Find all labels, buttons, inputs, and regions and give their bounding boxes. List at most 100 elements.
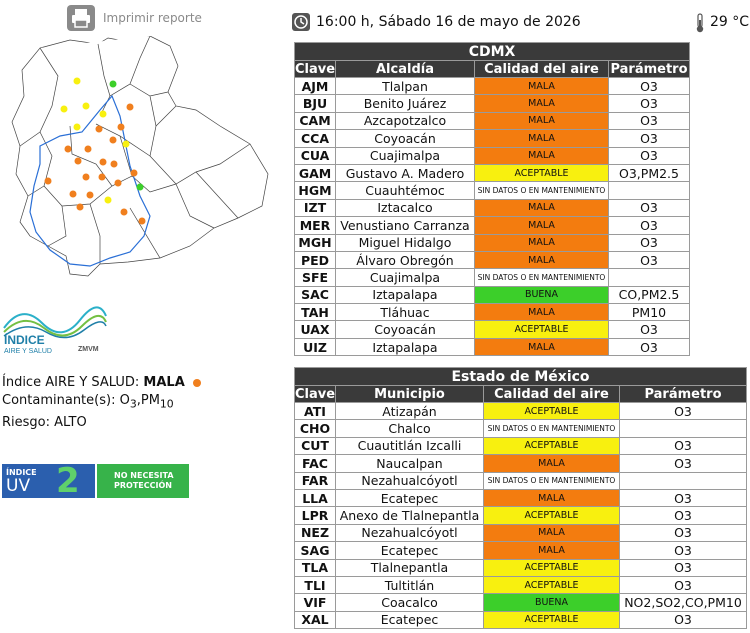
parameter-cell: O3: [608, 337, 690, 357]
logo-line2: AIRE Y SALUD: [4, 348, 52, 355]
table-row: VIF Coacalco BUENA NO2,SO2,CO,PM10: [294, 593, 747, 612]
air-quality-cell: ACEPTABLE: [483, 506, 620, 525]
air-quality-cell: ACEPTABLE: [483, 401, 620, 421]
air-quality-cell: MALA: [483, 488, 620, 508]
air-quality-cell: ACEPTABLE: [483, 575, 620, 595]
parameter-cell: O3: [619, 558, 747, 577]
table-row: UAX Coyoacán ACEPTABLE O3: [294, 320, 690, 339]
cdmx-header-alcaldia: Alcaldía: [335, 60, 475, 78]
station-code: IZT: [294, 198, 336, 218]
table-row: NEZ Nezahualcóyotl MALA O3: [294, 523, 747, 543]
station-code: TLA: [294, 558, 336, 577]
station-code: FAC: [294, 454, 336, 473]
uv-label1: ÍNDICE: [6, 468, 37, 477]
uv-rec-line1: NO NECESITA: [114, 471, 174, 480]
table-row: AJM Tlalpan MALA O3: [294, 76, 690, 96]
station-location: Benito Juárez: [335, 94, 475, 113]
contaminante-o: O: [119, 393, 130, 408]
air-quality-cell: MALA: [474, 337, 609, 357]
table-row: XAL Ecatepec ACEPTABLE O3: [294, 610, 747, 630]
station-location: Iztapalapa: [335, 337, 475, 357]
station-location: Nezahualcóyotl: [335, 471, 484, 490]
station-location: Ecatepec: [335, 610, 484, 630]
uv-label2: UV: [6, 476, 31, 496]
air-health-summary: Índice AIRE Y SALUD: MALA Contaminante(s…: [2, 374, 201, 432]
station-code: FAR: [294, 471, 336, 490]
cdmx-header-calidad: Calidad del aire: [474, 60, 609, 78]
station-location: Coacalco: [335, 593, 484, 612]
station-location: Cuautitlán Izcalli: [335, 436, 484, 456]
station-location: Álvaro Obregón: [335, 250, 475, 270]
table-row: FAC Naucalpan MALA O3: [294, 454, 747, 473]
table-row: FAR Nezahualcóyotl SIN DATOS O EN MANTENIM…: [294, 471, 747, 490]
station-location: Coyoacán: [335, 129, 475, 148]
parameter-cell: O3: [619, 454, 747, 473]
air-quality-cell: MALA: [474, 303, 609, 322]
station-code: XAL: [294, 610, 336, 630]
station-code: MER: [294, 216, 336, 235]
station-location: Cuajimalpa: [335, 268, 475, 287]
table-row: PED Álvaro Obregón MALA O3: [294, 250, 690, 270]
table-row: LPR Anexo de Tlalnepantla ACEPTABLE O3: [294, 506, 747, 525]
uv-index-box: ÍNDICE UV 2: [2, 462, 95, 500]
air-quality-cell: ACEPTABLE: [483, 610, 620, 630]
table-row: CHO Chalco SIN DATOS O EN MANTENIMIENTO: [294, 419, 747, 438]
air-quality-cell: MALA: [474, 250, 609, 270]
print-report-label: Imprimir reporte: [103, 11, 202, 25]
indice-value: MALA: [143, 375, 185, 390]
left-panel: Imprimir reporte: [0, 0, 285, 633]
contaminante-pm-sub: 10: [159, 397, 174, 411]
station-code: UAX: [294, 320, 336, 339]
parameter-cell: O3: [608, 198, 690, 218]
print-report-button[interactable]: Imprimir reporte: [67, 5, 202, 31]
parameter-cell: [619, 419, 747, 438]
air-quality-cell: SIN DATOS O EN MANTENIMIENTO: [483, 419, 620, 438]
station-location: Venustiano Carranza: [335, 216, 475, 235]
station-code: AJM: [294, 76, 336, 96]
air-quality-cell: MALA: [474, 94, 609, 113]
logo-line1: ÍNDICE: [4, 332, 45, 347]
table-row: CUA Cuajimalpa MALA O3: [294, 146, 690, 165]
printer-icon: [67, 5, 95, 31]
station-code: CUT: [294, 436, 336, 456]
parameter-cell: O3: [608, 320, 690, 339]
contaminante-o-sub: 3: [129, 397, 137, 411]
parameter-cell: O3: [619, 575, 747, 595]
station-location: Iztapalapa: [335, 285, 475, 305]
station-code: TAH: [294, 303, 336, 322]
table-row: CCA Coyoacán MALA O3: [294, 129, 690, 148]
air-quality-cell: ACEPTABLE: [474, 163, 609, 183]
station-location: Chalco: [335, 419, 484, 438]
parameter-cell: [608, 181, 690, 200]
report-datetime: 16:00 h, Sábado 16 de mayo de 2026: [316, 14, 581, 30]
station-code: CAM: [294, 111, 336, 131]
table-row: BJU Benito Juárez MALA O3: [294, 94, 690, 113]
edomex-header-municipio: Municipio: [335, 385, 484, 403]
station-code: PED: [294, 250, 336, 270]
parameter-cell: O3: [608, 250, 690, 270]
thermometer-icon: [696, 13, 704, 33]
air-quality-cell: MALA: [474, 198, 609, 218]
parameter-cell: [619, 471, 747, 490]
air-quality-cell: ACEPTABLE: [474, 320, 609, 339]
air-quality-cell: MALA: [474, 76, 609, 96]
air-quality-cell: MALA: [474, 129, 609, 148]
station-location: Azcapotzalco: [335, 111, 475, 131]
air-quality-cell: ACEPTABLE: [483, 436, 620, 456]
station-location: Ecatepec: [335, 488, 484, 508]
table-row: SAC Iztapalapa BUENA CO,PM2.5: [294, 285, 690, 305]
station-location: Tlalnepantla: [335, 558, 484, 577]
air-quality-cell: SIN DATOS O EN MANTENIMIENTO: [474, 181, 609, 200]
table-row: HGM Cuauhtémoc SIN DATOS O EN MANTENIMIENT…: [294, 181, 690, 200]
station-location: Gustavo A. Madero: [335, 163, 475, 183]
air-quality-cell: BUENA: [474, 285, 609, 305]
parameter-cell: O3: [619, 523, 747, 543]
station-location: Coyoacán: [335, 320, 475, 339]
indice-label: Índice AIRE Y SALUD:: [2, 375, 140, 390]
station-code: VIF: [294, 593, 336, 612]
table-row: MGH Miguel Hidalgo MALA O3: [294, 233, 690, 252]
parameter-cell: O3,PM2.5: [608, 163, 690, 183]
air-quality-cell: BUENA: [483, 593, 620, 612]
station-code: SFE: [294, 268, 336, 287]
parameter-cell: O3: [619, 436, 747, 456]
